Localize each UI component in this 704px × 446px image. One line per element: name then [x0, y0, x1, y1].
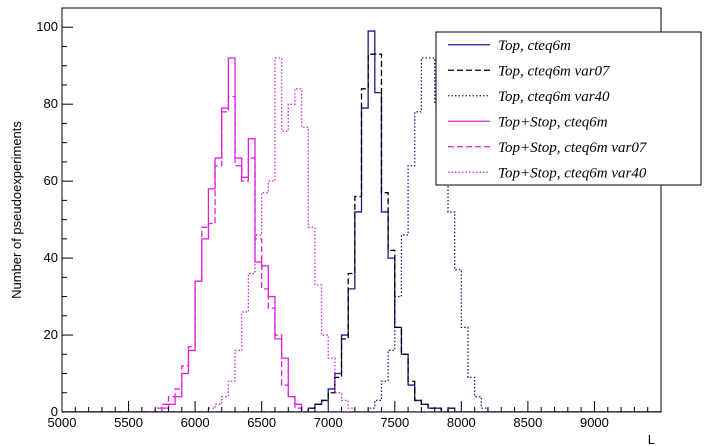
series-layer	[62, 30, 661, 412]
x-tick-label: 8000	[447, 415, 476, 430]
series-line-4	[62, 57, 661, 412]
y-tick-label: 40	[44, 250, 58, 265]
legend-box	[435, 31, 702, 186]
x-axis-title: L	[648, 432, 655, 446]
legend: Top, cteq6m Top, cteq6m var07 Top, cteq6m …	[435, 31, 702, 186]
y-tick-label: 60	[44, 173, 58, 188]
y-axis-title: Number of pseudoexperiments	[9, 121, 24, 299]
x-tick-label: 5500	[114, 415, 143, 430]
plot-frame	[61, 7, 662, 413]
x-tick-label: 7000	[314, 415, 343, 430]
x-tick-label: 7500	[380, 415, 409, 430]
x-tick-label: 5000	[48, 415, 77, 430]
legend-entries: Top, cteq6m Top, cteq6m var07 Top, cteq6m …	[448, 38, 648, 181]
x-tick-label: 9000	[580, 415, 609, 430]
legend-label: Top, cteq6m var07	[498, 63, 611, 79]
y-tick-label: 80	[44, 96, 58, 111]
y-tick-label: 100	[36, 19, 58, 34]
series-line-3	[62, 57, 661, 412]
y-tick-label: 20	[44, 327, 58, 342]
legend-label: Top+Stop, cteq6m var40	[498, 165, 647, 181]
series-line-6	[62, 57, 661, 412]
y-tick-label: 0	[51, 404, 58, 419]
legend-label: Top+Stop, cteq6m	[498, 114, 608, 130]
legend-label: Top+Stop, cteq6m var07	[498, 140, 648, 156]
series-line-5	[62, 95, 661, 412]
y-axis: 0 20 40 60 80 100	[36, 7, 73, 419]
x-tick-label: 8500	[513, 415, 542, 430]
series-line-2	[62, 53, 661, 412]
legend-label: Top, cteq6m var40	[498, 89, 610, 105]
x-tick-label: 6000	[181, 415, 210, 430]
legend-label: Top, cteq6m	[498, 38, 571, 54]
x-tick-label: 6500	[247, 415, 276, 430]
x-axis: 5000 5500 6000 6500 7000 7500 8000 8500 9000	[48, 401, 662, 430]
